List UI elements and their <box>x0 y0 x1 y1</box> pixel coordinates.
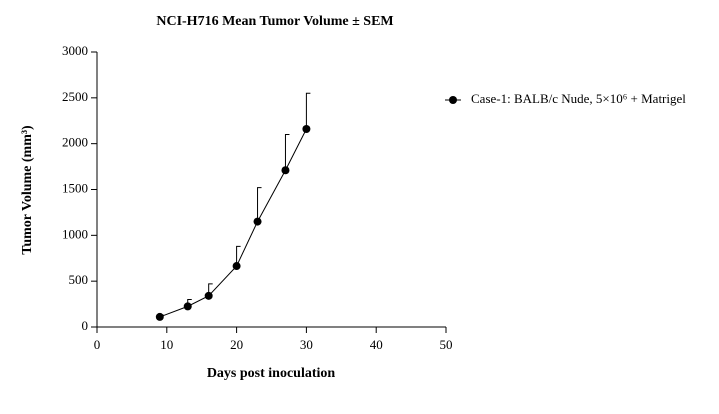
point <box>204 291 213 300</box>
x-tick-label: 10 <box>160 337 173 352</box>
y-tick-label: 2500 <box>62 89 88 104</box>
y-tick-label: 2000 <box>62 135 88 150</box>
point <box>281 166 290 175</box>
x-tick-label: 0 <box>94 337 101 352</box>
x-tick-label: 40 <box>370 337 383 352</box>
y-tick-label: 1500 <box>62 180 88 195</box>
point <box>232 262 241 271</box>
point <box>183 302 192 311</box>
point <box>253 217 262 226</box>
point <box>302 125 311 133</box>
x-axis-label: Days post inoculation <box>207 366 336 381</box>
error-bar <box>284 134 290 171</box>
y-tick-label: 0 <box>82 318 89 333</box>
x-tick-label: 20 <box>230 337 243 352</box>
y-axis-label: Tumor Volume (mm³) <box>20 125 35 255</box>
error-bar <box>257 187 262 222</box>
legend-label: Case-1: BALB/c Nude, 5×10⁶ + Matrigel <box>471 91 686 106</box>
x-tick-label: 30 <box>300 337 313 352</box>
chart-title: NCI-H716 Mean Tumor Volume ± SEM <box>156 14 393 29</box>
point <box>155 312 164 321</box>
y-tick-label: 1000 <box>62 226 88 241</box>
legend-marker <box>449 96 457 104</box>
line <box>159 128 307 318</box>
error-bar <box>236 245 241 267</box>
error-bar <box>305 92 311 129</box>
y-tick-label: 500 <box>69 272 89 287</box>
y-tick-label: 3000 <box>62 43 88 58</box>
x-tick-label: 50 <box>440 337 453 352</box>
